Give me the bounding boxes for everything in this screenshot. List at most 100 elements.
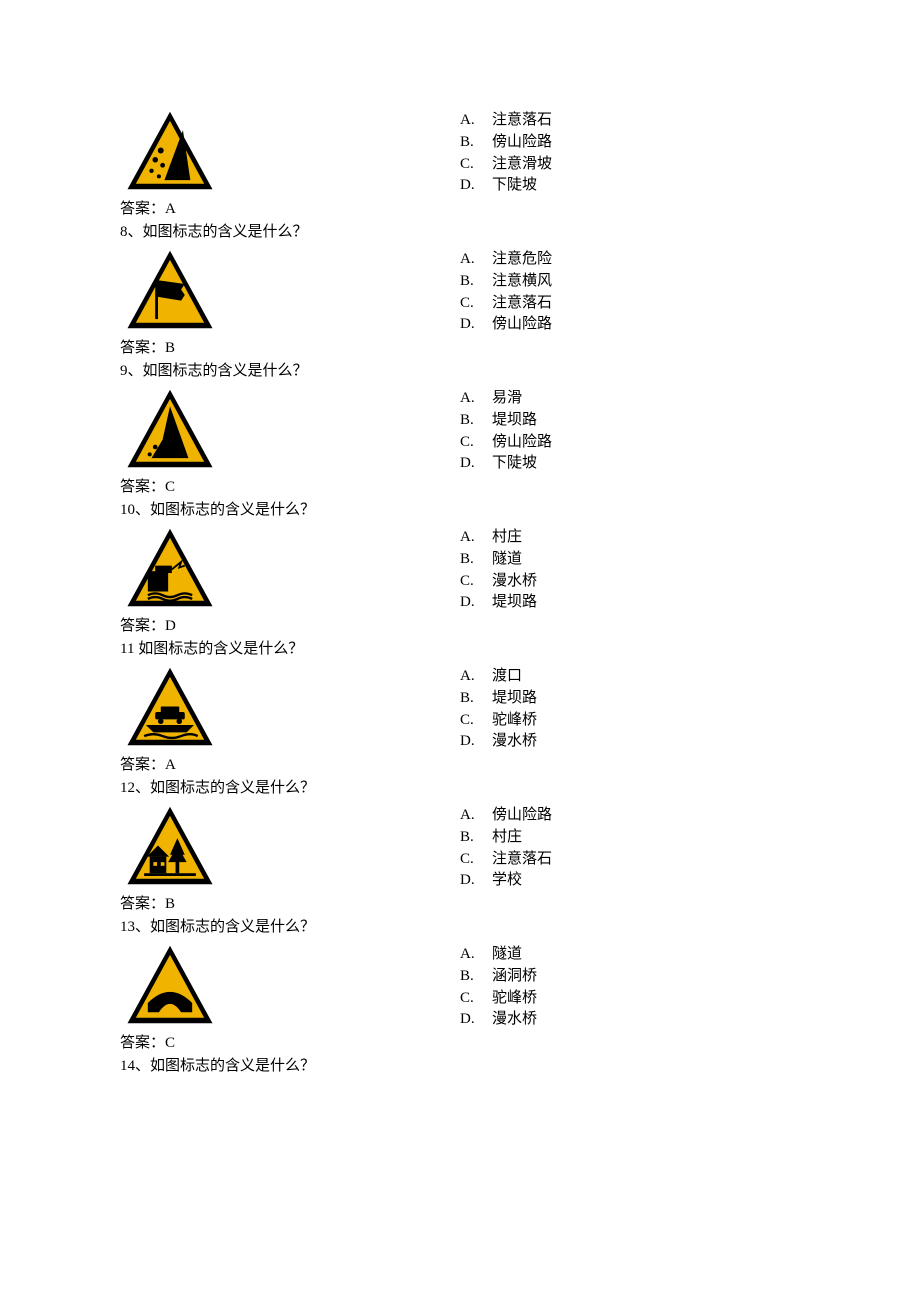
question-block: A.易滑 B.堤坝路 C.傍山险路 D.下陡坡 答案：C 10、如图标志的含义是… xyxy=(120,386,800,521)
option-text: 注意落石 xyxy=(492,293,552,315)
option-letter: A. xyxy=(460,666,492,688)
option-letter: B. xyxy=(460,688,492,710)
option-text: 下陡坡 xyxy=(492,175,537,197)
option: B.傍山险路 xyxy=(460,132,552,154)
option-letter: D. xyxy=(460,453,492,475)
option-text: 村庄 xyxy=(492,527,522,549)
option-letter: D. xyxy=(460,592,492,614)
option-text: 漫水桥 xyxy=(492,1009,537,1031)
option: D.下陡坡 xyxy=(460,175,552,197)
option: A.村庄 xyxy=(460,527,537,549)
option-text: 堤坝路 xyxy=(492,410,537,432)
option-letter: C. xyxy=(460,154,492,176)
option-letter: A. xyxy=(460,805,492,827)
option-text: 隧道 xyxy=(492,549,522,571)
ferry-sign-icon xyxy=(120,664,220,749)
answer-line: 答案：A xyxy=(120,755,800,776)
question-block: A.傍山险路 B.村庄 C.注意落石 D.学校 答案：B 13、如图标志的含义是… xyxy=(120,803,800,938)
option-letter: A. xyxy=(460,249,492,271)
answer-value: D xyxy=(165,618,176,634)
option-text: 漫水桥 xyxy=(492,571,537,593)
options-list: A.注意落石 B.傍山险路 C.注意滑坡 D.下陡坡 xyxy=(460,108,552,197)
option-letter: C. xyxy=(460,432,492,454)
option: B.隧道 xyxy=(460,549,537,571)
option: D.傍山险路 xyxy=(460,314,552,336)
option-text: 学校 xyxy=(492,870,522,892)
option-letter: D. xyxy=(460,1009,492,1031)
option-text: 傍山险路 xyxy=(492,132,552,154)
option: D.漫水桥 xyxy=(460,1009,537,1031)
option-text: 下陡坡 xyxy=(492,453,537,475)
answer-line: 答案：A xyxy=(120,199,800,220)
option-text: 傍山险路 xyxy=(492,432,552,454)
hump-bridge-sign-icon xyxy=(120,942,220,1027)
question-block: A.渡口 B.堤坝路 C.驼峰桥 D.漫水桥 答案：A 12、如图标志的含义是什… xyxy=(120,664,800,799)
option: A.傍山险路 xyxy=(460,805,552,827)
option-text: 漫水桥 xyxy=(492,731,537,753)
option-letter: C. xyxy=(460,293,492,315)
question-prompt: 9、如图标志的含义是什么？ xyxy=(120,361,800,382)
answer-prefix: 答案： xyxy=(120,618,165,634)
village-sign-icon xyxy=(120,803,220,888)
option-text: 注意落石 xyxy=(492,849,552,871)
option: C.驼峰桥 xyxy=(460,710,537,732)
option: C.注意滑坡 xyxy=(460,154,552,176)
cliff-road-sign-icon xyxy=(120,386,220,471)
option: C.驼峰桥 xyxy=(460,988,537,1010)
answer-line: 答案：D xyxy=(120,616,800,637)
option-letter: A. xyxy=(460,944,492,966)
options-list: A.村庄 B.隧道 C.漫水桥 D.堤坝路 xyxy=(460,525,537,614)
option: B.堤坝路 xyxy=(460,688,537,710)
option: C.傍山险路 xyxy=(460,432,552,454)
option-text: 傍山险路 xyxy=(492,314,552,336)
option-letter: B. xyxy=(460,827,492,849)
options-list: A.傍山险路 B.村庄 C.注意落石 D.学校 xyxy=(460,803,552,892)
options-list: A.注意危险 B.注意横风 C.注意落石 D.傍山险路 xyxy=(460,247,552,336)
option-letter: A. xyxy=(460,388,492,410)
option: A.渡口 xyxy=(460,666,537,688)
page: A.注意落石 B.傍山险路 C.注意滑坡 D.下陡坡 答案：A 8、如图标志的含… xyxy=(0,0,920,1141)
option: A.隧道 xyxy=(460,944,537,966)
option-text: 驼峰桥 xyxy=(492,988,537,1010)
question-prompt: 11 如图标志的含义是什么？ xyxy=(120,639,800,660)
options-list: A.渡口 B.堤坝路 C.驼峰桥 D.漫水桥 xyxy=(460,664,537,753)
answer-prefix: 答案： xyxy=(120,201,165,217)
option-letter: C. xyxy=(460,849,492,871)
option-letter: D. xyxy=(460,314,492,336)
question-prompt: 8、如图标志的含义是什么？ xyxy=(120,222,800,243)
option-letter: A. xyxy=(460,527,492,549)
option: B.涵洞桥 xyxy=(460,966,537,988)
answer-prefix: 答案： xyxy=(120,1035,165,1051)
option-letter: C. xyxy=(460,988,492,1010)
option-letter: D. xyxy=(460,870,492,892)
option-letter: B. xyxy=(460,271,492,293)
option-text: 渡口 xyxy=(492,666,522,688)
option: D.下陡坡 xyxy=(460,453,552,475)
option-text: 傍山险路 xyxy=(492,805,552,827)
option: B.堤坝路 xyxy=(460,410,552,432)
option-text: 易滑 xyxy=(492,388,522,410)
answer-prefix: 答案： xyxy=(120,340,165,356)
answer-line: 答案：B xyxy=(120,894,800,915)
option-text: 注意落石 xyxy=(492,110,552,132)
option: D.堤坝路 xyxy=(460,592,537,614)
answer-value: C xyxy=(165,479,175,495)
option-letter: C. xyxy=(460,710,492,732)
question-prompt: 10、如图标志的含义是什么？ xyxy=(120,500,800,521)
crosswind-sign-icon xyxy=(120,247,220,332)
option-text: 堤坝路 xyxy=(492,688,537,710)
option-letter: B. xyxy=(460,410,492,432)
option: C.注意落石 xyxy=(460,849,552,871)
option-text: 村庄 xyxy=(492,827,522,849)
option-letter: C. xyxy=(460,571,492,593)
option: A.易滑 xyxy=(460,388,552,410)
option-letter: B. xyxy=(460,132,492,154)
option: A.注意落石 xyxy=(460,110,552,132)
option-letter: D. xyxy=(460,175,492,197)
question-prompt: 12、如图标志的含义是什么？ xyxy=(120,778,800,799)
option-letter: B. xyxy=(460,966,492,988)
option-letter: B. xyxy=(460,549,492,571)
question-block: A.注意落石 B.傍山险路 C.注意滑坡 D.下陡坡 答案：A 8、如图标志的含… xyxy=(120,108,800,243)
option: D.学校 xyxy=(460,870,552,892)
option-text: 注意横风 xyxy=(492,271,552,293)
